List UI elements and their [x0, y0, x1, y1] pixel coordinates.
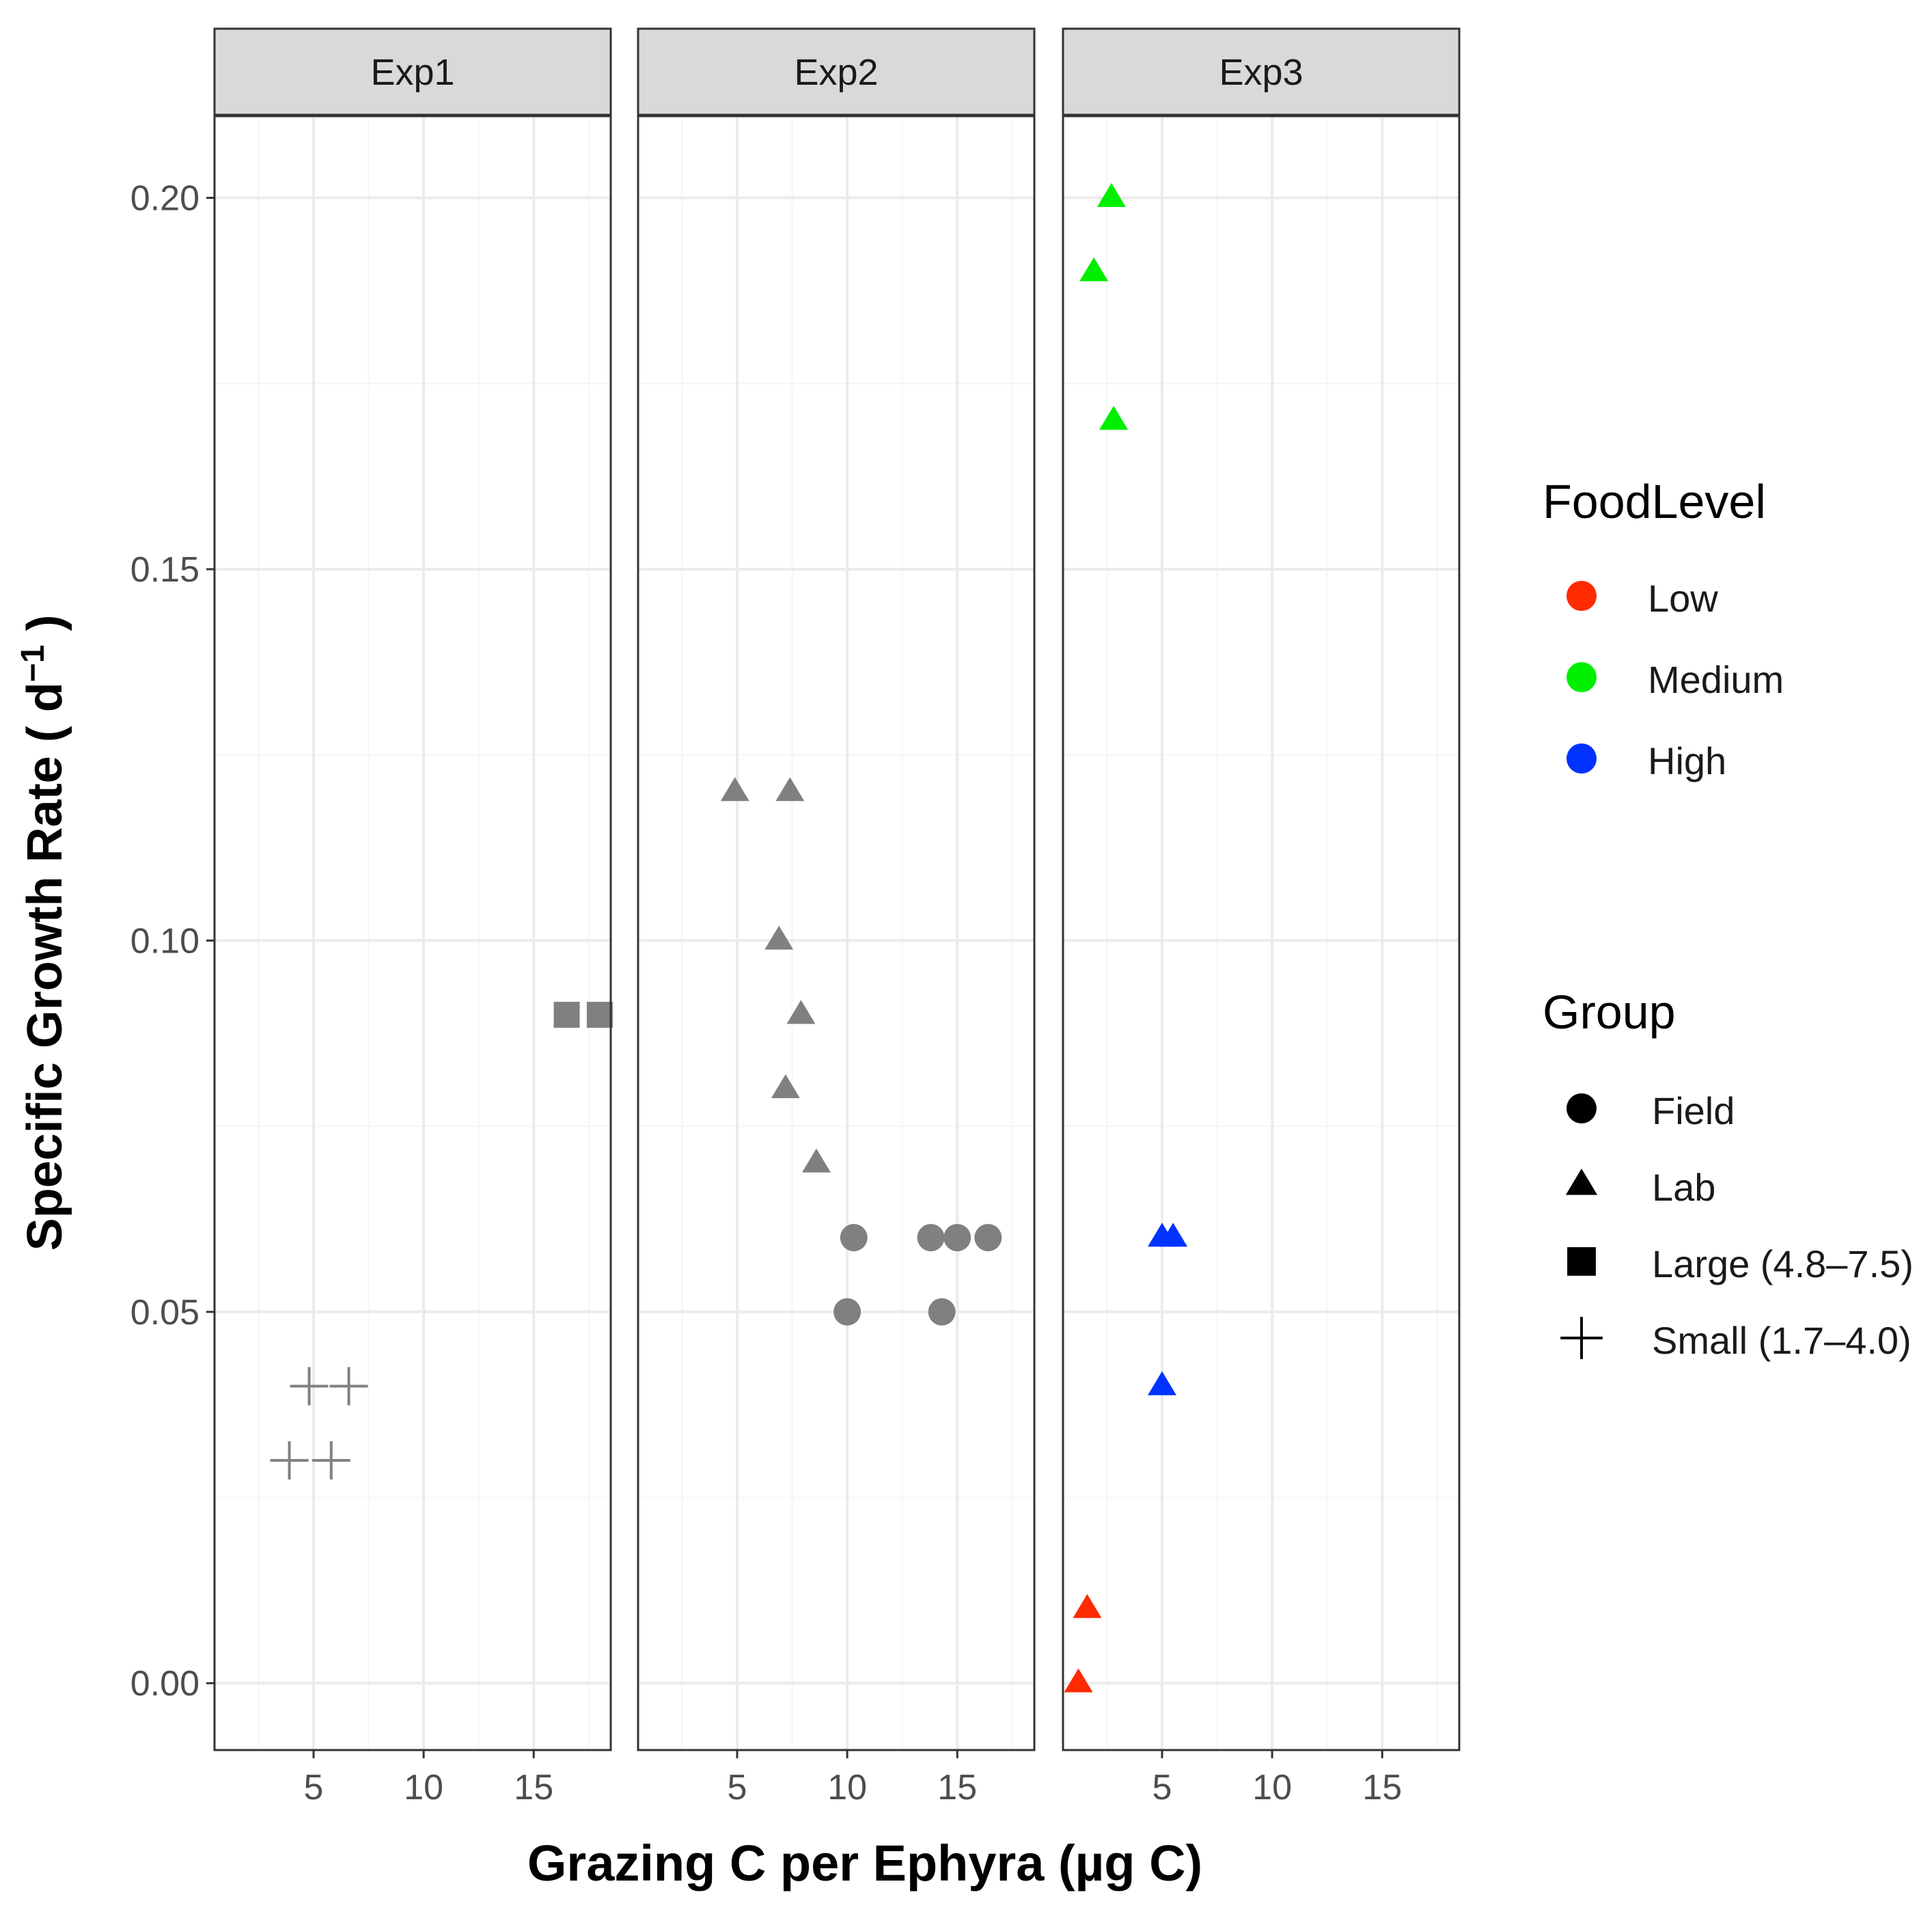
data-point-exp2-3 — [786, 1000, 816, 1024]
facet-strip-label: Exp3 — [1219, 52, 1303, 93]
legend-key-foodlevel-1 — [1567, 662, 1597, 692]
data-point-exp2-6 — [840, 1224, 868, 1252]
x-axis-title: Grazing C per Ephyra (µg C) — [527, 1835, 1202, 1891]
data-point-exp2-10 — [833, 1298, 861, 1326]
data-point-exp1-5 — [312, 1441, 350, 1480]
panel-border — [1062, 115, 1461, 1751]
data-point-exp2-8 — [943, 1224, 971, 1252]
legend-key-group-0 — [1567, 1093, 1597, 1123]
y-tick-label: 0.20 — [130, 179, 199, 219]
data-point-exp1-3 — [329, 1367, 368, 1406]
panel-background — [638, 116, 1034, 1750]
x-tick-label: 15 — [1362, 1768, 1402, 1807]
data-point-exp3-2 — [1099, 405, 1129, 430]
legend-label: Field — [1652, 1089, 1735, 1132]
y-tick-label: 0.00 — [130, 1664, 199, 1704]
y-tick-label: 0.10 — [130, 921, 199, 961]
legend-label: Low — [1648, 577, 1718, 620]
data-point-exp3-6 — [1073, 1594, 1102, 1618]
panel-background — [1063, 116, 1459, 1750]
x-tick-label: 5 — [304, 1768, 324, 1807]
data-point-exp1-0 — [553, 1002, 580, 1028]
facet-strip-exp3 — [1062, 27, 1461, 116]
data-point-exp3-1 — [1079, 257, 1109, 282]
y-axis-title-sup: −1 — [15, 645, 51, 683]
data-point-exp2-5 — [802, 1148, 831, 1173]
data-point-exp2-0 — [720, 777, 749, 802]
x-tick-label: 5 — [728, 1768, 747, 1807]
legend-key-group-3 — [1560, 1317, 1603, 1359]
legend-key-group-2 — [1567, 1247, 1596, 1276]
data-point-exp2-11 — [928, 1298, 956, 1326]
legend-label: Small (1.7–4.0) — [1652, 1319, 1912, 1362]
data-point-exp3-7 — [1064, 1668, 1093, 1693]
y-axis-title-main: Specific Growth Rate ( d — [18, 682, 72, 1251]
legend-title: FoodLevel — [1543, 475, 1766, 528]
data-point-exp2-7 — [917, 1224, 945, 1252]
legend-group: Group Field Lab Large (4.8–7.5) Small (1.7–4… — [1543, 985, 1914, 1362]
x-tick-label: 15 — [937, 1768, 977, 1807]
legend-title: Group — [1543, 985, 1676, 1039]
x-tick-label: 5 — [1153, 1768, 1172, 1807]
y-axis-title-close: ) — [18, 615, 72, 645]
y-tick-label: 0.15 — [130, 550, 199, 590]
x-tick-label: 10 — [827, 1768, 867, 1807]
y-tick-label: 0.05 — [130, 1293, 199, 1333]
legend-label: Large (4.8–7.5) — [1652, 1242, 1914, 1285]
x-tick-label: 10 — [1252, 1768, 1292, 1807]
facet-panel-exp3: Exp3 5 10 15 — [1062, 27, 1461, 1807]
facet-strip-label: Exp1 — [370, 52, 454, 93]
facet-panel-exp1: Exp1 5 10 15 — [213, 27, 613, 1807]
data-point-exp1-2 — [290, 1367, 329, 1406]
x-tick-label: 15 — [514, 1768, 553, 1807]
data-point-exp2-1 — [775, 777, 805, 802]
panel-border — [637, 115, 1036, 1751]
data-point-exp2-4 — [771, 1074, 800, 1099]
panel-border — [213, 115, 612, 1751]
facet-strip-label: Exp2 — [794, 52, 878, 93]
data-point-exp1-4 — [270, 1441, 309, 1480]
data-point-exp3-5 — [1148, 1371, 1176, 1395]
legend-label: Medium — [1648, 658, 1784, 701]
legend-label: High — [1648, 739, 1726, 782]
data-point-exp3-0 — [1096, 182, 1126, 207]
facet-panel-exp2: Exp2 5 10 15 — [637, 27, 1036, 1807]
legend-key-foodlevel-0 — [1567, 581, 1597, 611]
facet-strip-exp1 — [213, 27, 612, 116]
legend-foodlevel: FoodLevel Low Medium High — [1543, 475, 1784, 782]
data-point-exp3-4 — [1159, 1223, 1188, 1247]
facet-strip-exp2 — [637, 27, 1036, 116]
legend-label: Lab — [1652, 1166, 1715, 1209]
y-axis-title: Specific Growth Rate ( d−1 ) — [15, 615, 72, 1251]
panel-background — [215, 116, 611, 1750]
data-point-exp2-9 — [974, 1224, 1002, 1252]
data-point-exp2-2 — [764, 925, 794, 950]
legend-key-group-1 — [1565, 1169, 1598, 1195]
data-point-exp1-1 — [586, 1002, 613, 1028]
x-tick-label: 10 — [404, 1768, 443, 1807]
legend-key-foodlevel-2 — [1567, 743, 1597, 774]
